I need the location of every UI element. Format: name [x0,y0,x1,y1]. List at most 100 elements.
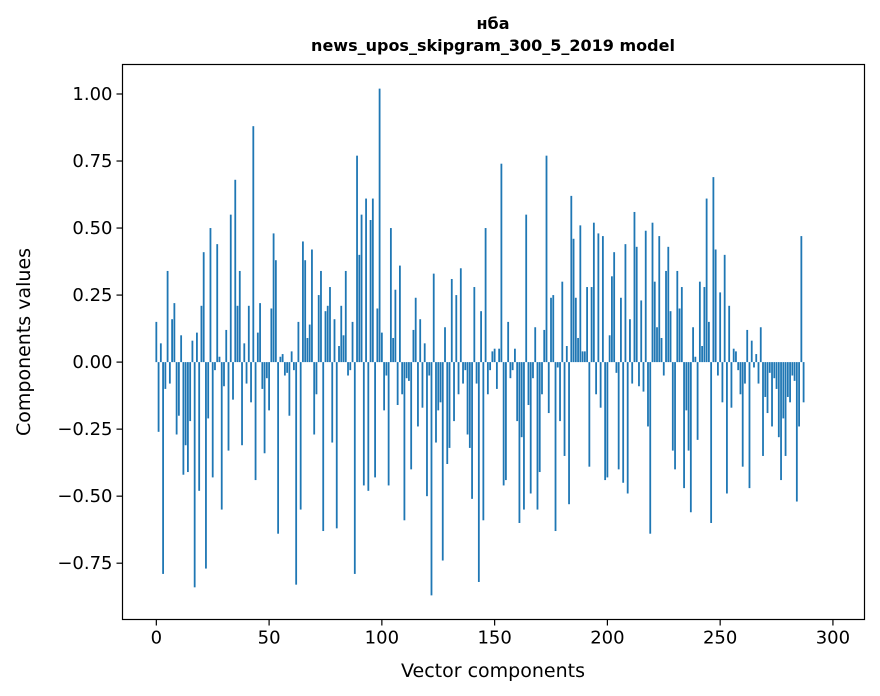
bar-121 [428,362,431,376]
x-axis-ticks: 0 50 100 150 200 250 300 [151,619,850,649]
bar-247 [712,177,715,363]
bar-37 [238,270,241,363]
bar-47 [261,362,264,389]
bar-59 [288,362,291,416]
x-axis-label: Vector components [401,660,585,682]
bar-84 [344,270,347,363]
bar-90 [358,254,361,363]
bar-144 [480,311,482,363]
y-tick-label: 0.25 [72,285,112,306]
bar-189 [581,351,584,363]
bar-205 [617,362,620,470]
bar-183 [568,362,570,505]
bar-95 [369,220,372,363]
y-axis-label: Components values [13,248,35,436]
bar-184 [570,195,573,363]
bar-39 [243,343,246,363]
bar-178 [556,362,559,368]
bar-244 [705,198,708,363]
bar-92 [362,362,365,486]
bar-83 [342,335,345,363]
bar-208 [624,244,627,363]
bar-281 [789,362,791,403]
bar-203 [613,252,616,363]
bar-148 [489,362,492,371]
bar-13 [184,362,187,446]
bar-233 [680,287,683,363]
bar-240 [696,362,699,440]
bar-27 [216,244,219,363]
bar-131 [450,278,453,363]
bar-152 [498,348,501,363]
bar-235 [685,362,688,411]
x-tick-label: 100 [365,628,399,649]
bar-145 [482,362,485,521]
bar-105 [392,337,395,363]
bar-65 [302,241,304,363]
bar-113 [410,362,413,470]
bar-175 [550,297,552,363]
bar-250 [719,292,722,363]
bar-48 [263,362,266,454]
bar-44 [254,362,257,481]
bar-241 [698,281,701,363]
bar-163 [523,362,525,510]
bar-270 [764,362,767,397]
bar-188 [579,225,582,363]
bar-192 [588,362,591,467]
bar-280 [786,362,789,397]
bar-264 [750,340,753,363]
bar-114 [412,329,415,363]
bar-238 [692,327,694,363]
bar-138 [466,362,469,435]
bar-214 [638,362,640,387]
bar-82 [340,305,343,363]
bar-45 [256,332,259,363]
bar-4 [164,362,167,389]
bar-226 [665,270,667,363]
bar-107 [396,362,399,406]
bar-162 [520,362,523,438]
bar-91 [360,214,363,363]
bar-223 [658,236,661,363]
bar-70 [313,362,316,435]
bar-135 [459,268,462,363]
bar-1 [157,362,160,432]
bar-55 [279,356,282,363]
bar-222 [656,327,658,363]
bar-63 [297,321,300,363]
bar-104 [389,228,392,363]
bar-287 [802,362,805,403]
bar-78 [331,362,334,443]
bar-12 [182,362,185,475]
bar-100 [380,332,383,363]
bar-210 [629,319,631,363]
bar-3 [162,362,164,574]
bar-0 [155,321,158,363]
bar-275 [775,362,778,389]
bar-26 [214,362,216,371]
bar-60 [290,351,293,363]
bar-52 [272,233,275,363]
bar-200 [606,362,609,478]
bar-285 [798,362,800,427]
bar-17 [193,362,196,588]
bar-129 [446,362,449,464]
bar-35 [234,179,237,363]
bar-77 [329,287,331,363]
bar-257 [735,351,737,363]
bar-206 [620,297,622,363]
bar-54 [277,362,280,534]
y-tick-label: −0.50 [57,486,112,507]
bar-119 [423,343,426,363]
bar-242 [701,346,704,363]
bar-269 [762,362,764,456]
bar-34 [232,362,234,400]
bar-278 [782,362,785,419]
bar-14 [187,362,189,473]
bar-150 [493,348,496,363]
bar-128 [444,327,446,363]
bar-217 [644,230,647,363]
bar-268 [759,327,762,363]
bar-101 [383,362,386,411]
